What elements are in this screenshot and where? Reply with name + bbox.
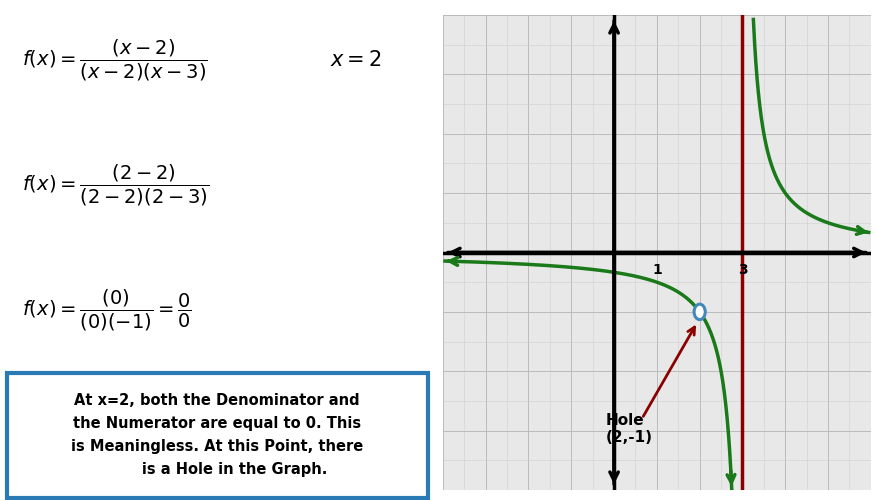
- Text: $f(x) = \dfrac{(0)}{(0)(-1)} = \dfrac{0}{0}$: $f(x) = \dfrac{(0)}{(0)(-1)} = \dfrac{0}…: [22, 288, 191, 333]
- Text: 1: 1: [652, 263, 662, 277]
- Text: At x=2, both the Denominator and
the Numerator are equal to 0. This
is Meaningle: At x=2, both the Denominator and the Num…: [71, 394, 363, 476]
- Text: 3: 3: [738, 263, 747, 277]
- Text: Hole
(2,-1): Hole (2,-1): [605, 413, 652, 445]
- Text: $x = 2$: $x = 2$: [330, 50, 381, 70]
- Circle shape: [694, 304, 705, 320]
- FancyBboxPatch shape: [6, 372, 428, 498]
- Text: $f(x) = \dfrac{(2-2)}{(2-2)(2-3)}$: $f(x) = \dfrac{(2-2)}{(2-2)(2-3)}$: [22, 162, 210, 208]
- Text: $f(x) = \dfrac{(x-2)}{(x-2)(x-3)}$: $f(x) = \dfrac{(x-2)}{(x-2)(x-3)}$: [22, 38, 208, 82]
